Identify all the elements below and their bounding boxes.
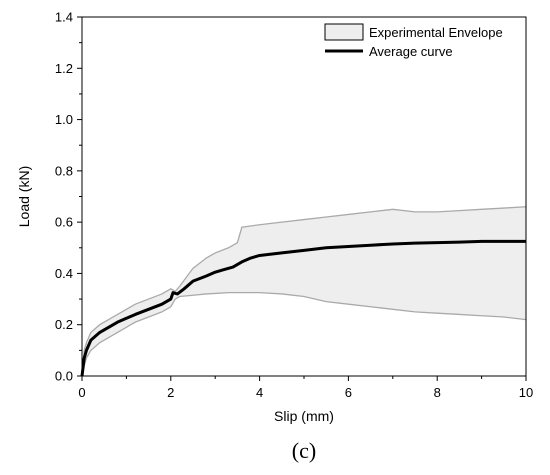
x-axis-title: Slip (mm) — [274, 408, 334, 424]
x-tick-label: 0 — [78, 385, 85, 400]
y-tick-label: 1.0 — [55, 112, 73, 127]
x-tick-label: 2 — [167, 385, 174, 400]
envelope-lower-bound — [81, 292, 527, 377]
x-tick-label: 8 — [434, 385, 441, 400]
y-tick-label: 0.0 — [55, 369, 73, 384]
envelope-band — [82, 206, 526, 376]
y-tick-label: 0.4 — [55, 266, 73, 281]
x-tick-label: 10 — [519, 385, 533, 400]
y-tick-label: 0.2 — [55, 317, 73, 332]
ticks-layer: 0 2 4 6 8 10 0.0 0.2 0.4 0.6 0.8 1.0 1.2 1.4 — [55, 10, 533, 401]
legend-label-average: Average curve — [369, 44, 453, 59]
series-layer — [80, 239, 526, 377]
y-tick-label: 1.2 — [55, 61, 73, 76]
envelope-upper-bound — [81, 206, 527, 377]
legend-swatch-envelope — [324, 23, 364, 41]
legend-label-envelope: Experimental Envelope — [369, 25, 503, 40]
x-tick-label: 6 — [345, 385, 352, 400]
y-tick-label: 0.6 — [55, 215, 73, 230]
envelope-layer — [81, 206, 527, 377]
y-tick-label: 1.4 — [55, 10, 73, 25]
y-axis-title: Load (kN) — [16, 166, 32, 227]
x-tick-label: 4 — [256, 385, 263, 400]
series-line-average-curve — [80, 239, 526, 377]
legend: Experimental Envelope Average curve — [324, 23, 503, 59]
y-tick-label: 0.8 — [55, 163, 73, 178]
panel-label: (c) — [292, 438, 316, 463]
